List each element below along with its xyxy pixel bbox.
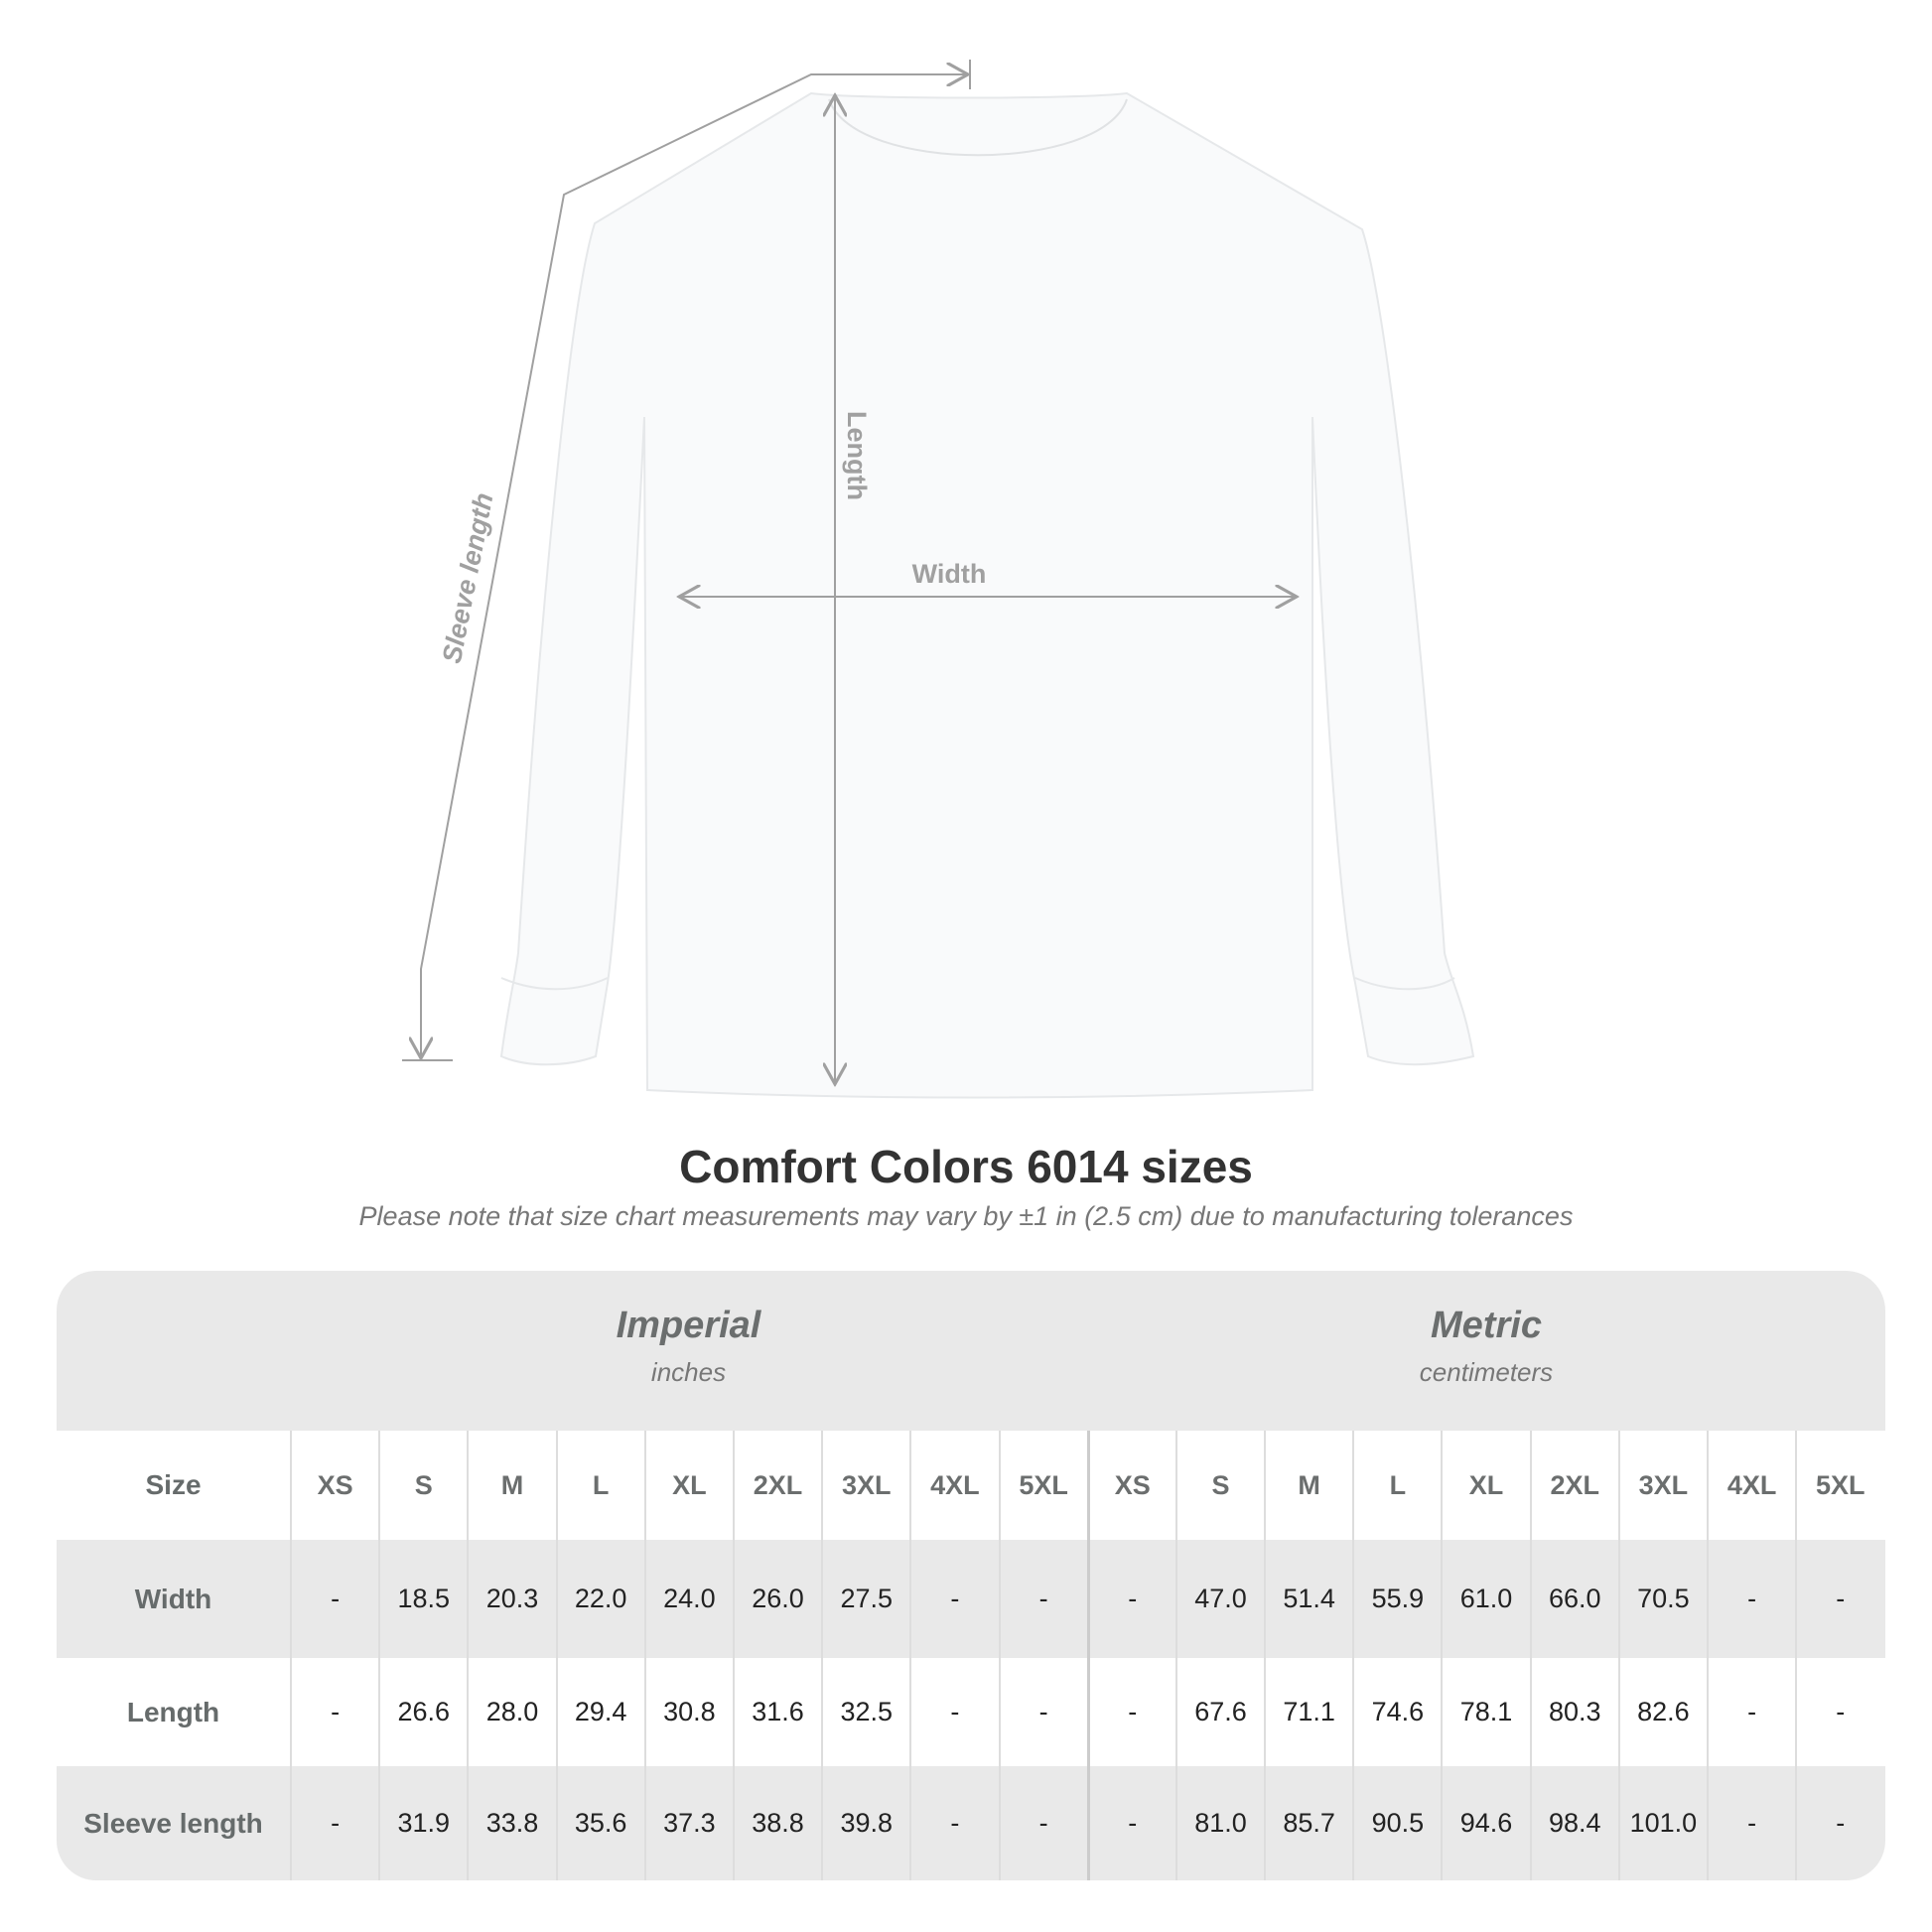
cell-value: 20.3: [467, 1540, 555, 1658]
size-column-header: 4XL: [909, 1431, 998, 1540]
cell-value: 55.9: [1352, 1540, 1441, 1658]
cell-value: 94.6: [1441, 1766, 1529, 1880]
cell-value: -: [1086, 1766, 1175, 1880]
row-label: Width: [134, 1583, 212, 1614]
cell-value: 98.4: [1529, 1766, 1618, 1880]
cell-value: 38.8: [732, 1766, 821, 1880]
cell-value: -: [998, 1766, 1087, 1880]
imperial-title: Imperial: [616, 1305, 761, 1346]
table-row: Sleeve length -31.9 33.8 35.6 37.3 38.8 39.8- -…: [57, 1766, 1885, 1880]
length-label: Length: [842, 411, 872, 500]
size-column-header: 5XL: [998, 1431, 1087, 1540]
size-column-header: 2XL: [732, 1431, 821, 1540]
size-column-header: XS: [1086, 1431, 1175, 1540]
cell-value: -: [1707, 1658, 1795, 1766]
cell-value: 74.6: [1352, 1658, 1441, 1766]
sleeve-line: [421, 74, 968, 1058]
cell-value: 31.9: [378, 1766, 467, 1880]
size-column-header: L: [1352, 1431, 1441, 1540]
cell-value: 22.0: [555, 1540, 644, 1658]
cell-value: -: [1707, 1540, 1795, 1658]
metric-title: Metric: [1431, 1305, 1542, 1346]
cell-value: 39.8: [821, 1766, 909, 1880]
cell-value: 29.4: [555, 1658, 644, 1766]
cell-value: 28.0: [467, 1658, 555, 1766]
imperial-unit: inches: [650, 1357, 727, 1387]
cell-value: 47.0: [1174, 1540, 1264, 1658]
size-column-header: S: [378, 1431, 467, 1540]
cell-value: 90.5: [1352, 1766, 1441, 1880]
cell-value: 51.4: [1264, 1540, 1352, 1658]
cell-value: -: [1795, 1540, 1883, 1658]
cell-value: -: [909, 1766, 998, 1880]
cell-value: -: [290, 1658, 378, 1766]
cell-value: -: [1707, 1766, 1795, 1880]
cell-value: 66.0: [1529, 1540, 1618, 1658]
cell-value: 82.6: [1617, 1658, 1707, 1766]
row-label: Length: [126, 1696, 220, 1727]
cell-value: -: [1795, 1658, 1883, 1766]
size-column-header: M: [467, 1431, 555, 1540]
cell-value: 31.6: [732, 1658, 821, 1766]
size-column-header: XL: [1441, 1431, 1529, 1540]
shirt-diagram: Length Width Sleeve length: [402, 60, 1475, 1099]
page-title: Comfort Colors 6014 sizes: [679, 1141, 1253, 1192]
cell-value: -: [1795, 1766, 1883, 1880]
size-label: Size: [145, 1469, 202, 1500]
size-column-header: 4XL: [1707, 1431, 1795, 1540]
cell-value: 26.6: [378, 1658, 467, 1766]
cell-value: -: [290, 1766, 378, 1880]
table-row: Length -26.6 28.0 29.4 30.8 31.6 32.5- - -67.6 71…: [57, 1658, 1885, 1766]
cell-value: 33.8: [467, 1766, 555, 1880]
cell-value: 32.5: [821, 1658, 909, 1766]
cell-value: -: [998, 1540, 1087, 1658]
cell-value: 24.0: [643, 1540, 733, 1658]
row-label: Sleeve length: [83, 1807, 263, 1839]
size-column-header: L: [555, 1431, 644, 1540]
cell-value: -: [909, 1658, 998, 1766]
cell-value: -: [909, 1540, 998, 1658]
size-table: Imperial inches Metric centimeters Size X…: [57, 1271, 1885, 1880]
cell-value: 37.3: [643, 1766, 733, 1880]
sleeve-length-label: Sleeve length: [437, 490, 499, 666]
cell-value: 71.1: [1264, 1658, 1352, 1766]
cell-value: -: [1086, 1540, 1175, 1658]
size-column-header: 3XL: [1617, 1431, 1707, 1540]
metric-header: Metric centimeters: [1087, 1271, 1885, 1431]
cell-value: 101.0: [1617, 1766, 1707, 1880]
cell-value: 70.5: [1617, 1540, 1707, 1658]
metric-unit: centimeters: [1419, 1357, 1554, 1387]
size-column-header: M: [1264, 1431, 1352, 1540]
cell-value: -: [998, 1658, 1087, 1766]
cell-value: -: [1086, 1658, 1175, 1766]
cell-value: 81.0: [1174, 1766, 1264, 1880]
imperial-header: Imperial inches: [290, 1271, 1087, 1431]
size-column-header: XL: [643, 1431, 733, 1540]
cell-value: 78.1: [1441, 1658, 1529, 1766]
cell-value: -: [290, 1540, 378, 1658]
table-row: Width -18.5 20.3 22.0 24.0 26.0 27.5- - -47.0 51.…: [57, 1540, 1885, 1658]
cell-value: 85.7: [1264, 1766, 1352, 1880]
size-column-header: 3XL: [821, 1431, 909, 1540]
cell-value: 27.5: [821, 1540, 909, 1658]
width-label: Width: [912, 559, 987, 589]
cell-value: 30.8: [643, 1658, 733, 1766]
shirt-image: [499, 91, 1475, 1099]
size-column-header: 5XL: [1795, 1431, 1883, 1540]
tolerance-note: Please note that size chart measurements…: [358, 1201, 1574, 1231]
cell-value: 67.6: [1174, 1658, 1264, 1766]
size-column-header: S: [1174, 1431, 1264, 1540]
cell-value: 80.3: [1529, 1658, 1618, 1766]
size-header-row: Size XS S M L XL 2XL 3XL 4XL 5XL XS S M L XL 2XL 3XL 4XL 5…: [57, 1431, 1885, 1540]
cell-value: 26.0: [732, 1540, 821, 1658]
cell-value: 61.0: [1441, 1540, 1529, 1658]
size-column-header: XS: [290, 1431, 378, 1540]
size-column-header: 2XL: [1529, 1431, 1618, 1540]
cell-value: 35.6: [555, 1766, 644, 1880]
cell-value: 18.5: [378, 1540, 467, 1658]
